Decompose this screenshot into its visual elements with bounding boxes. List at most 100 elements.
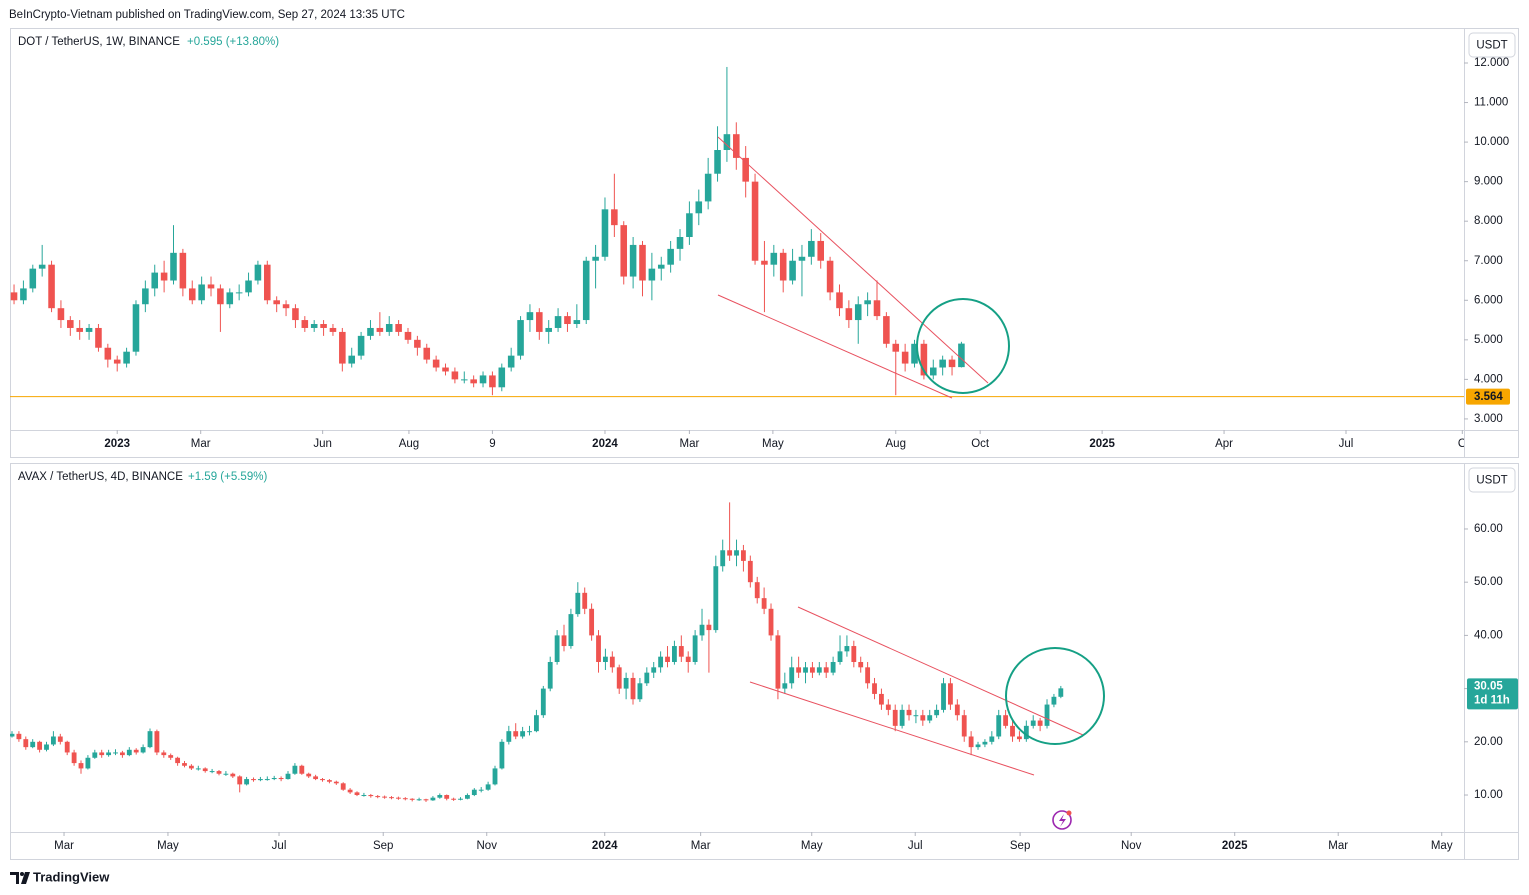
candle-body: [57, 736, 63, 742]
candle-body: [561, 635, 567, 647]
legend-change: +0.595 (+13.80%): [187, 36, 279, 48]
candle-body: [271, 777, 277, 780]
candle-body: [879, 693, 884, 705]
last-price-label: 30.05: [1474, 680, 1503, 692]
candle-body: [754, 582, 760, 599]
candle-body: [899, 709, 905, 726]
candle-body: [326, 780, 332, 782]
x-tick-label: 2025: [1089, 438, 1115, 450]
candle-body: [195, 768, 201, 770]
currency-button[interactable]: [1468, 467, 1516, 493]
candle-body: [347, 789, 353, 793]
candle-body: [906, 709, 912, 716]
candle-body: [704, 173, 712, 202]
candle-body: [706, 624, 712, 631]
candle-body: [444, 795, 450, 799]
y-tick-label: 40.00: [1474, 629, 1503, 641]
candle-body: [188, 288, 196, 301]
candle-body: [723, 134, 731, 151]
candle-body: [264, 779, 270, 781]
candle-body: [648, 268, 656, 281]
candle-body: [230, 773, 236, 777]
candle-body: [182, 763, 187, 766]
candle-body: [507, 355, 515, 368]
candle-body: [175, 757, 181, 764]
pane-dot: 2023 Mar Jun Aug 9 2024 Mar May Aug Oct 2025 Apr Jul…: [10, 28, 1519, 458]
candle-body: [313, 776, 319, 780]
y-tick-label: 3.000: [1474, 413, 1503, 425]
candle-body: [437, 795, 443, 798]
candle-body: [67, 320, 74, 328]
candle-body: [442, 367, 449, 372]
candle-body: [885, 704, 891, 710]
legend-title: DOT / TetherUS, 1W, BINANCE: [18, 36, 180, 48]
candle-body: [734, 550, 739, 556]
candle-body: [320, 324, 327, 328]
candle-body: [582, 260, 590, 321]
candle-body: [658, 656, 664, 668]
y-tick-label: 50.00: [1474, 576, 1503, 588]
candle-body: [810, 667, 815, 673]
candle-body: [423, 347, 431, 360]
currency-button[interactable]: [1468, 32, 1516, 58]
candle-body: [38, 264, 46, 269]
candle-body: [982, 741, 988, 745]
candle-body: [873, 300, 881, 317]
candle-body: [29, 268, 37, 289]
candle-body: [892, 709, 898, 726]
price-line-label-bg: [1466, 388, 1510, 405]
candle-body: [858, 661, 864, 668]
candle-body: [686, 213, 693, 238]
candle-body: [235, 292, 243, 294]
candle-body: [140, 747, 146, 753]
candle-body: [742, 157, 749, 182]
candle-body: [616, 667, 622, 689]
x-tick-label: Apr: [1215, 438, 1233, 450]
candle-body: [202, 768, 208, 772]
candle-body: [48, 264, 55, 309]
candle-body: [160, 272, 168, 281]
candle-body: [651, 667, 657, 673]
x-tick-label: Oct: [971, 438, 990, 450]
candle-body: [1017, 736, 1022, 740]
candle-body: [602, 656, 608, 662]
candle-body: [1044, 704, 1050, 726]
candle-body: [720, 550, 726, 567]
pane-frame: [10, 463, 1519, 860]
candle-body: [554, 635, 560, 662]
candle-body: [1030, 720, 1036, 726]
candle-body: [179, 252, 187, 289]
candle-body: [1003, 715, 1009, 726]
candle-body: [198, 284, 205, 301]
x-tick-label: 2025: [1222, 840, 1248, 852]
candle-body: [299, 765, 305, 774]
candle-body: [911, 343, 918, 364]
event-icon: [1059, 814, 1066, 827]
candle-body: [478, 789, 484, 791]
candle-body: [958, 343, 965, 368]
candle-body: [761, 598, 767, 609]
candle-body: [119, 752, 125, 756]
candle-body: [751, 181, 759, 261]
candle-body: [517, 320, 524, 356]
candle-body: [216, 771, 222, 774]
candle-body: [479, 375, 487, 384]
candle-body: [699, 624, 705, 636]
legend-change: +1.59 (+5.59%): [188, 471, 267, 483]
candle-body: [333, 781, 339, 784]
plot-area: 2023 Mar Jun Aug 9 2024 Mar May Aug Oct 2025 Apr Jul…: [10, 66, 1464, 450]
candle-body: [50, 736, 56, 745]
candle-body: [395, 797, 401, 799]
candle-body: [44, 744, 49, 750]
candle-body: [95, 327, 102, 348]
candle-body: [113, 752, 118, 754]
candle-body: [154, 731, 160, 753]
candle-body: [244, 779, 250, 785]
y-tick-label: 12.000: [1474, 57, 1509, 69]
x-tick-label: 2024: [592, 438, 618, 450]
candle-body: [10, 733, 15, 737]
candle-body: [513, 731, 519, 737]
candle-body: [883, 316, 890, 344]
countdown-label: 1d 11h: [1474, 694, 1510, 706]
candle-body: [727, 550, 733, 556]
